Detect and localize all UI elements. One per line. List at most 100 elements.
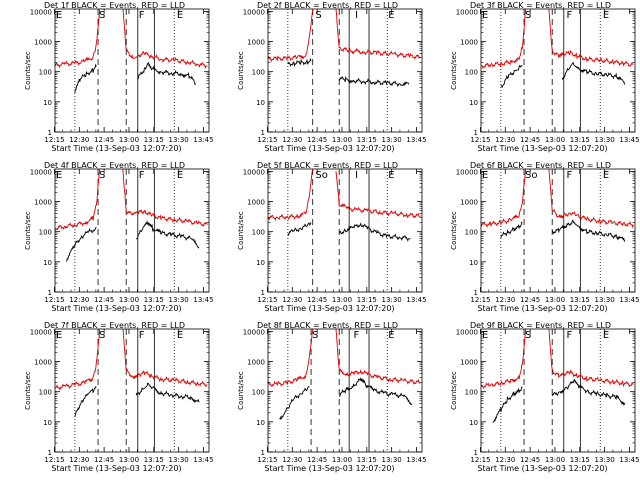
x-tick-label: 12:15 <box>470 456 490 464</box>
lld-series-line <box>55 169 101 231</box>
y-tick-label: 10 <box>43 259 52 267</box>
y-tick-label: 10000 <box>243 8 265 16</box>
x-tick-label: 12:15 <box>44 136 64 144</box>
x-tick-label: 13:45 <box>619 456 639 464</box>
x-tick-label: 12:15 <box>257 456 277 464</box>
x-axis-label: Start Time (13-Sep-03 12:07:20) <box>51 464 181 473</box>
panel-det-3f: Det 3f BLACK = Events, RED = LLD 1 10 100 10… <box>450 1 640 153</box>
x-tick-label: 13:15 <box>570 296 590 304</box>
panel-title: Det 2f BLACK = Events, RED = LLD <box>257 1 398 10</box>
phase-marker-label: S <box>525 330 531 341</box>
y-tick-label: 10000 <box>456 168 478 176</box>
x-tick-label: 12:45 <box>520 456 540 464</box>
x-tick-label: 13:00 <box>545 296 565 304</box>
lld-series-line <box>55 329 101 391</box>
phase-marker-label: S <box>315 10 321 21</box>
events-series-line <box>66 226 97 262</box>
y-tick-label: 1000 <box>247 39 265 47</box>
y-tick-label: 100 <box>252 389 265 397</box>
phase-marker-label: F <box>566 10 572 21</box>
panel-title: Det 6f BLACK = Events, RED = LLD <box>470 161 611 170</box>
y-axis-label: Counts/sec <box>450 51 458 90</box>
x-tick-label: 13:45 <box>406 296 426 304</box>
x-tick-label: 12:15 <box>44 456 64 464</box>
lld-series-line <box>548 169 634 229</box>
events-series-line <box>135 219 200 249</box>
y-tick-label: 100 <box>39 229 52 237</box>
panel-det-9f: Det 9f BLACK = Events, RED = LLD 1 10 100 10… <box>450 321 640 473</box>
plot-frame <box>480 328 636 453</box>
phase-marker-label: E <box>388 170 394 181</box>
y-tick-label: 1 <box>48 129 52 137</box>
x-tick-label: 13:15 <box>570 456 590 464</box>
lld-series-line <box>548 329 634 388</box>
events-series-line <box>137 61 197 86</box>
x-tick-label: 13:15 <box>357 296 377 304</box>
y-tick-label: 10 <box>469 99 478 107</box>
panel-title: Det 1f BLACK = Events, RED = LLD <box>44 1 185 10</box>
x-tick-label: 13:00 <box>119 296 139 304</box>
phase-marker-label: E <box>482 10 488 21</box>
events-series-line <box>500 221 523 239</box>
panel-title: Det 3f BLACK = Events, RED = LLD <box>470 1 611 10</box>
events-series-line <box>287 57 312 68</box>
phase-marker-label: F <box>566 330 572 341</box>
lld-series-line <box>122 169 208 228</box>
phase-marker-label: So <box>525 170 537 181</box>
x-tick-label: 12:30 <box>282 136 302 144</box>
y-tick-label: 10 <box>43 99 52 107</box>
x-tick-label: 12:45 <box>307 456 327 464</box>
x-tick-label: 12:15 <box>257 296 277 304</box>
y-tick-label: 1000 <box>460 359 478 367</box>
y-axis-label: Counts/sec <box>237 371 245 410</box>
phase-marker-label: E <box>177 170 183 181</box>
y-tick-label: 10 <box>256 419 265 427</box>
phase-marker-label: E <box>177 10 183 21</box>
x-tick-label: 13:00 <box>119 456 139 464</box>
y-tick-label: 10000 <box>30 168 52 176</box>
events-series-line <box>287 222 312 236</box>
x-tick-label: 12:30 <box>282 456 302 464</box>
panel-det-4f: Det 4f BLACK = Events, RED = LLD 1 10 100 10… <box>24 161 214 313</box>
y-tick-label: 1000 <box>460 39 478 47</box>
phase-marker-label: S <box>99 170 105 181</box>
x-tick-label: 13:45 <box>406 136 426 144</box>
lld-series-line <box>268 329 314 388</box>
x-tick-label: 13:45 <box>193 136 213 144</box>
x-axis-label: Start Time (13-Sep-03 12:07:20) <box>264 304 394 313</box>
y-tick-label: 1 <box>474 289 478 297</box>
panel-title: Det 7f BLACK = Events, RED = LLD <box>44 321 185 330</box>
events-series-line <box>338 76 410 88</box>
x-tick-label: 13:00 <box>332 456 352 464</box>
phase-marker-label: E <box>603 170 609 181</box>
x-tick-label: 13:30 <box>595 136 615 144</box>
x-tick-label: 13:45 <box>193 456 213 464</box>
panel-title: Det 9f BLACK = Events, RED = LLD <box>470 321 611 330</box>
plot-frame <box>480 168 636 293</box>
panel-det-7f: Det 7f BLACK = Events, RED = LLD 1 10 100 10… <box>24 321 214 473</box>
y-tick-label: 10 <box>469 259 478 267</box>
y-axis-label: Counts/sec <box>237 211 245 250</box>
y-tick-label: 100 <box>252 69 265 77</box>
x-tick-label: 13:30 <box>169 136 189 144</box>
y-tick-label: 1 <box>261 289 265 297</box>
events-series-line <box>74 63 97 94</box>
panel-det-6f: Det 6f BLACK = Events, RED = LLD 1 10 100 10… <box>450 161 640 313</box>
y-tick-label: 1 <box>474 449 478 457</box>
lld-series-line <box>122 9 208 69</box>
plot-frame <box>267 168 423 293</box>
x-axis-label: Start Time (13-Sep-03 12:07:20) <box>51 144 181 153</box>
x-axis-label: Start Time (13-Sep-03 12:07:20) <box>264 464 394 473</box>
y-tick-label: 10 <box>469 419 478 427</box>
events-series-line <box>339 377 413 406</box>
events-series-line <box>492 386 523 423</box>
x-tick-label: 12:15 <box>257 136 277 144</box>
x-tick-label: 12:45 <box>520 296 540 304</box>
y-axis-label: Counts/sec <box>24 51 32 90</box>
x-tick-label: 12:15 <box>470 136 490 144</box>
y-tick-label: 1 <box>474 129 478 137</box>
y-tick-label: 10000 <box>243 328 265 336</box>
phase-marker-label: E <box>603 10 609 21</box>
x-tick-label: 13:30 <box>595 456 615 464</box>
